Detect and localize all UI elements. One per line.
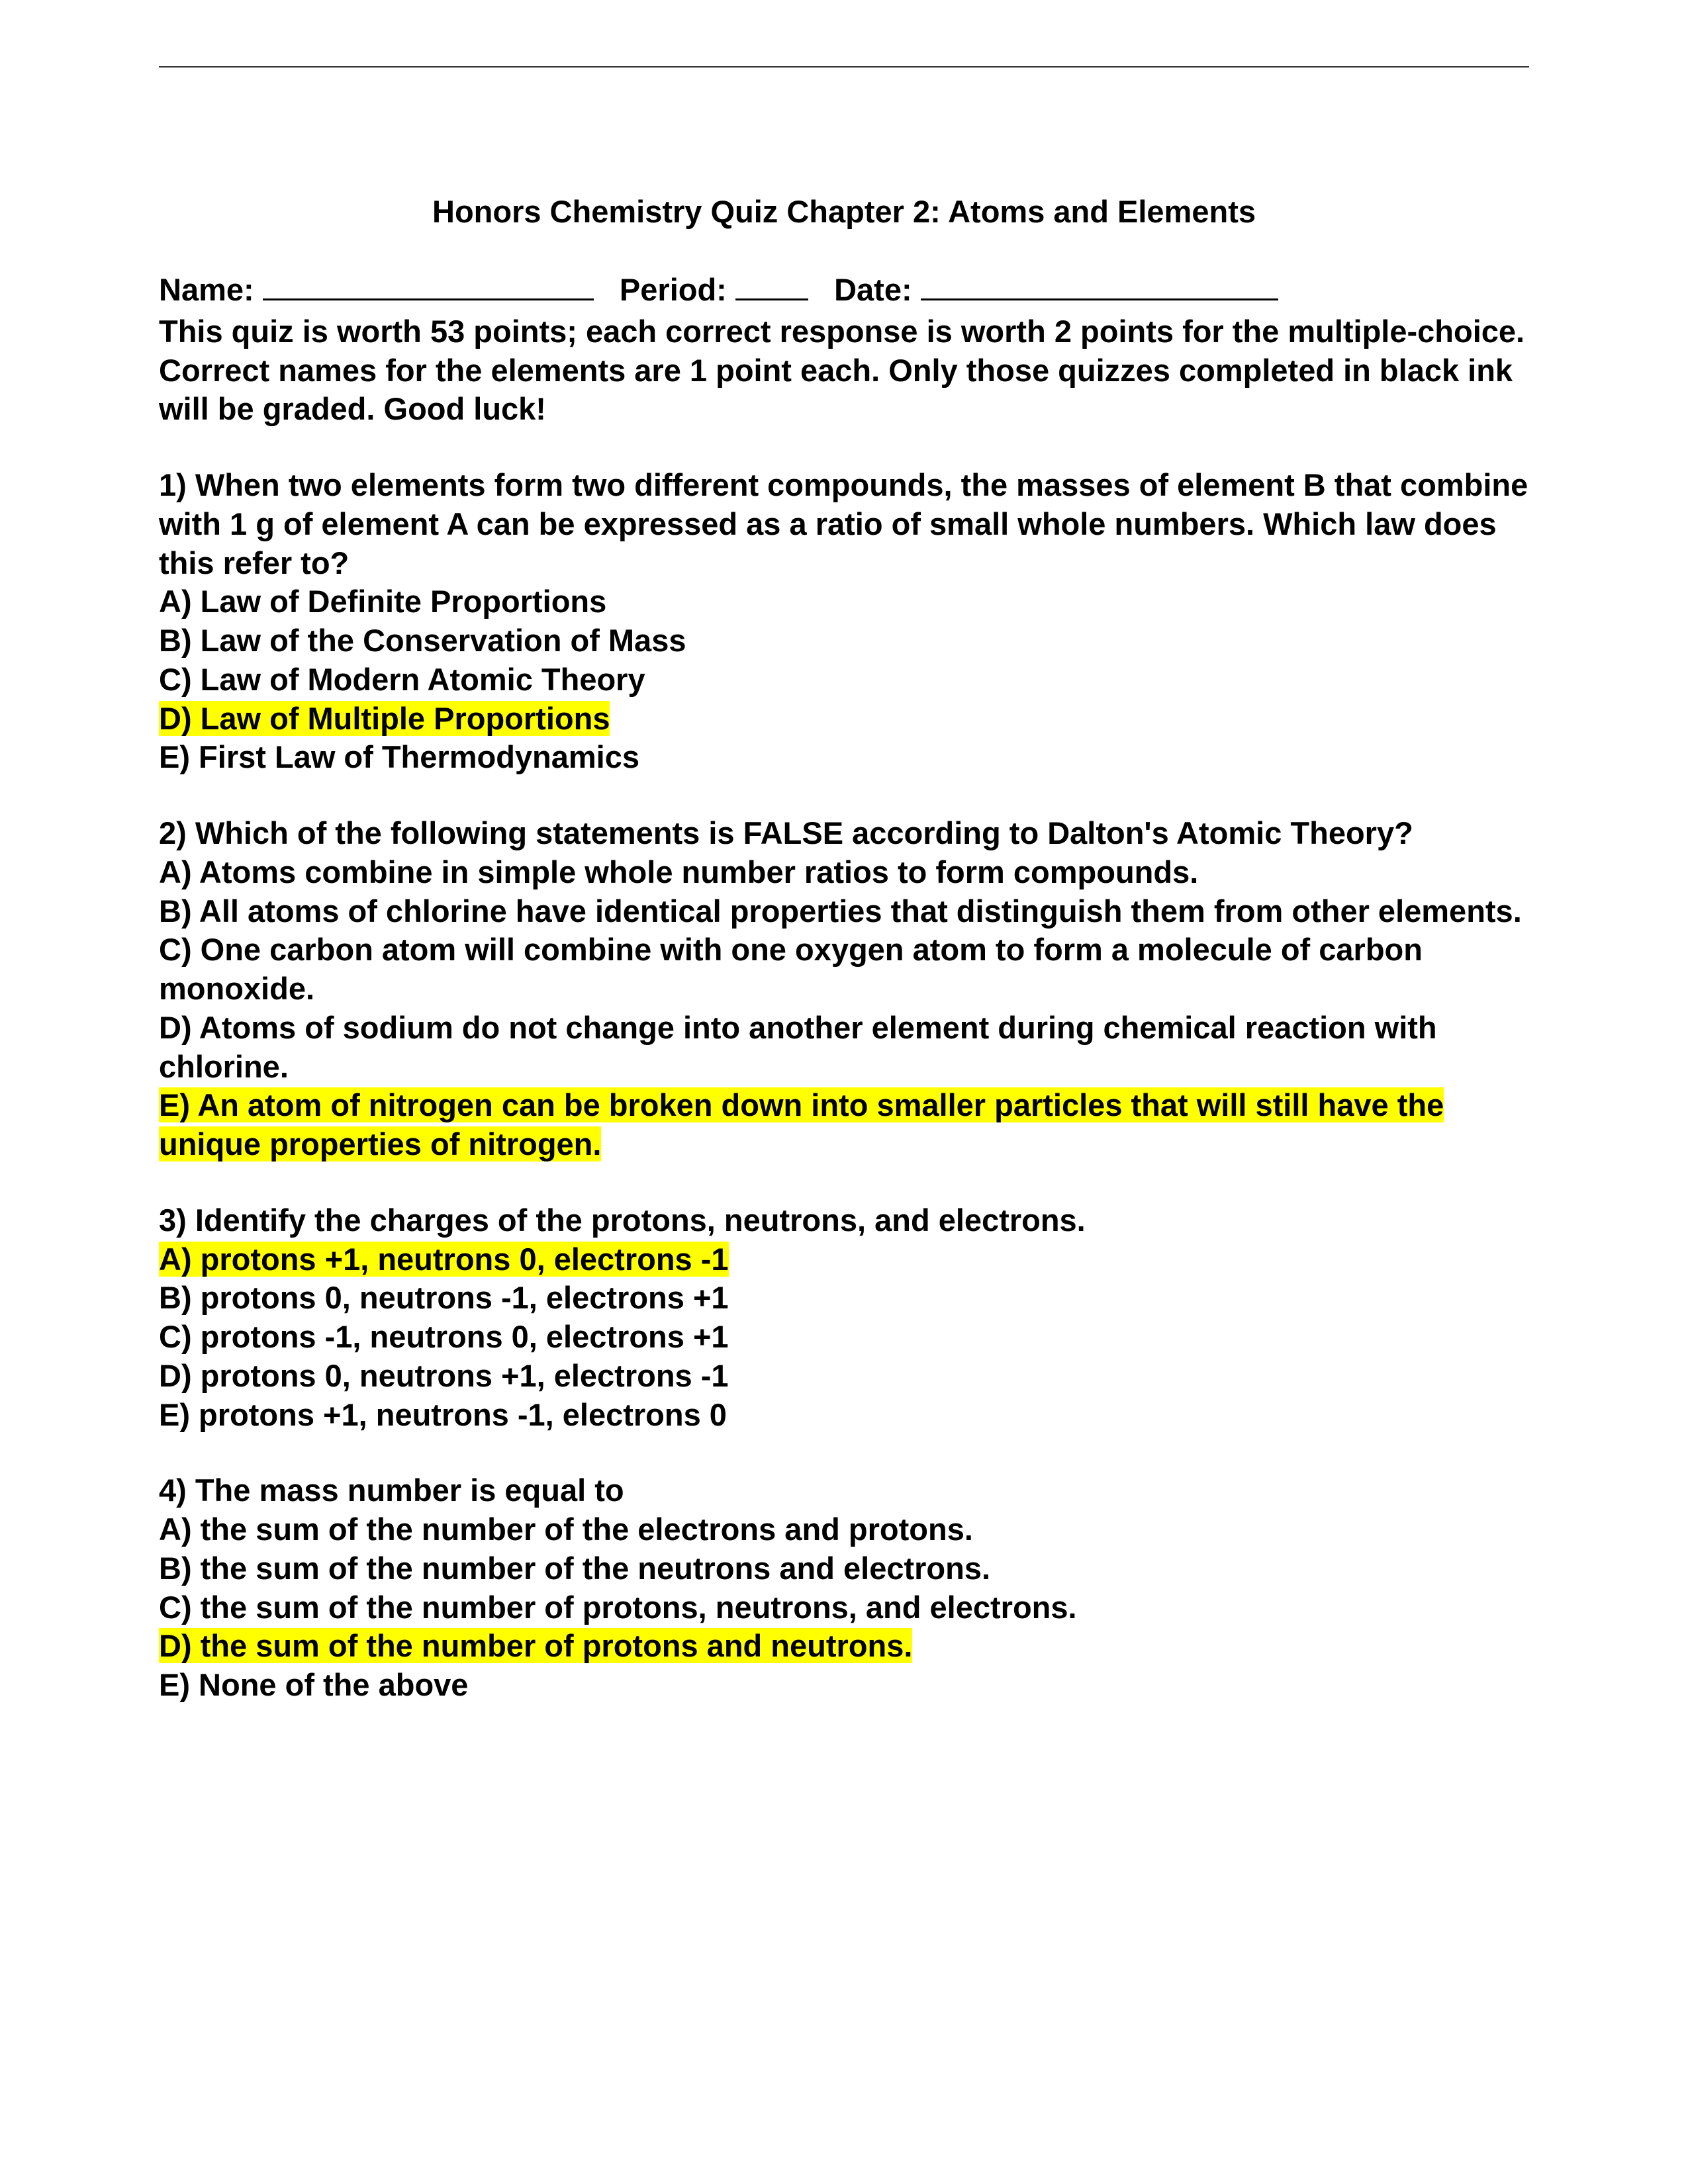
name-label: Name: bbox=[159, 272, 254, 307]
question-block: 1) When two elements form two different … bbox=[159, 466, 1529, 777]
answer-option: A) the sum of the number of the electron… bbox=[159, 1510, 1529, 1549]
answer-option: B) the sum of the number of the neutrons… bbox=[159, 1549, 1529, 1588]
questions-container: 1) When two elements form two different … bbox=[159, 466, 1529, 1705]
answer-option: A) Atoms combine in simple whole number … bbox=[159, 853, 1529, 892]
question-prompt: 3) Identify the charges of the protons, … bbox=[159, 1201, 1529, 1240]
answer-option: A) Law of Definite Proportions bbox=[159, 582, 1529, 621]
date-label: Date: bbox=[834, 272, 912, 307]
answer-option: C) Law of Modern Atomic Theory bbox=[159, 660, 1529, 700]
answer-option: D) Law of Multiple Proportions bbox=[159, 700, 1529, 739]
question-prompt: 2) Which of the following statements is … bbox=[159, 814, 1529, 853]
highlighted-answer: D) Law of Multiple Proportions bbox=[159, 701, 610, 736]
highlighted-answer: A) protons +1, neutrons 0, electrons -1 bbox=[159, 1242, 729, 1277]
question-prompt: 1) When two elements form two different … bbox=[159, 466, 1529, 582]
question-block: 4) The mass number is equal toA) the sum… bbox=[159, 1471, 1529, 1705]
question-prompt: 4) The mass number is equal to bbox=[159, 1471, 1529, 1510]
answer-option: D) Atoms of sodium do not change into an… bbox=[159, 1009, 1529, 1087]
answer-option: E) An atom of nitrogen can be broken dow… bbox=[159, 1086, 1529, 1164]
question-block: 2) Which of the following statements is … bbox=[159, 814, 1529, 1164]
date-blank[interactable] bbox=[921, 269, 1278, 300]
answer-option: C) protons -1, neutrons 0, electrons +1 bbox=[159, 1318, 1529, 1357]
quiz-instructions: This quiz is worth 53 points; each corre… bbox=[159, 312, 1529, 429]
answer-option: C) One carbon atom will combine with one… bbox=[159, 931, 1529, 1009]
quiz-page: Honors Chemistry Quiz Chapter 2: Atoms a… bbox=[0, 0, 1688, 2184]
answer-option: B) Law of the Conservation of Mass bbox=[159, 621, 1529, 660]
answer-option: D) protons 0, neutrons +1, electrons -1 bbox=[159, 1357, 1529, 1396]
period-label: Period: bbox=[620, 272, 727, 307]
name-blank[interactable] bbox=[263, 269, 594, 300]
answer-option: B) protons 0, neutrons -1, electrons +1 bbox=[159, 1279, 1529, 1318]
answer-option: C) the sum of the number of protons, neu… bbox=[159, 1588, 1529, 1627]
answer-option: E) First Law of Thermodynamics bbox=[159, 738, 1529, 777]
page-title: Honors Chemistry Quiz Chapter 2: Atoms a… bbox=[159, 193, 1529, 230]
answer-option: E) None of the above bbox=[159, 1666, 1529, 1705]
answer-option: D) the sum of the number of protons and … bbox=[159, 1627, 1529, 1666]
answer-option: E) protons +1, neutrons -1, electrons 0 bbox=[159, 1396, 1529, 1435]
student-info-line: Name: Period: Date: bbox=[159, 269, 1529, 310]
question-block: 3) Identify the charges of the protons, … bbox=[159, 1201, 1529, 1435]
highlighted-answer: D) the sum of the number of protons and … bbox=[159, 1628, 912, 1663]
top-horizontal-rule bbox=[159, 66, 1529, 68]
highlighted-answer: E) An atom of nitrogen can be broken dow… bbox=[159, 1087, 1444, 1161]
answer-option: B) All atoms of chlorine have identical … bbox=[159, 892, 1529, 931]
period-blank[interactable] bbox=[735, 269, 808, 300]
answer-option: A) protons +1, neutrons 0, electrons -1 bbox=[159, 1240, 1529, 1279]
